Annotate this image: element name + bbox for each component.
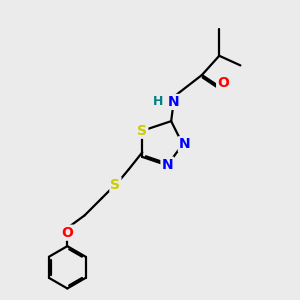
Text: N: N bbox=[161, 158, 173, 172]
Text: S: S bbox=[137, 124, 147, 138]
Text: O: O bbox=[61, 226, 73, 240]
Text: N: N bbox=[167, 95, 179, 109]
Text: H: H bbox=[152, 95, 163, 108]
Text: O: O bbox=[217, 76, 229, 90]
Text: N: N bbox=[179, 137, 190, 151]
Text: S: S bbox=[110, 178, 120, 192]
